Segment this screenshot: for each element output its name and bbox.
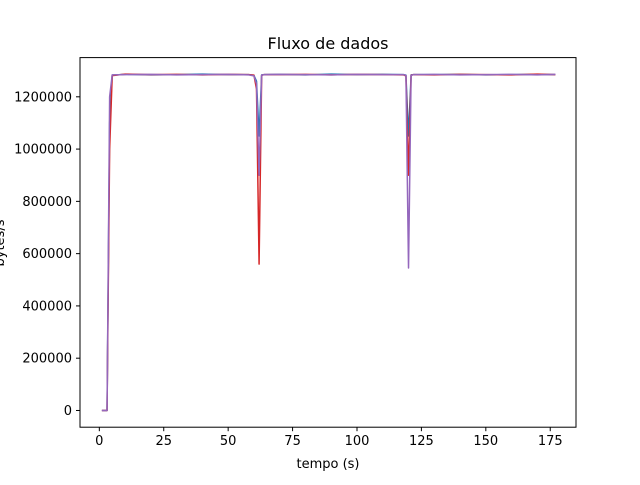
x-tick-label: 25: [155, 434, 172, 449]
y-tick-label: 1200000: [14, 90, 72, 105]
x-tick-label: 75: [284, 434, 301, 449]
chart-title: Fluxo de dados: [268, 34, 389, 53]
series-layer: [101, 73, 556, 412]
x-tick-label: 125: [409, 434, 434, 449]
y-tick-label: 0: [64, 404, 72, 419]
y-axis-label: bytes/s: [0, 219, 8, 266]
x-axis-label: tempo (s): [296, 457, 359, 472]
x-tick-label: 50: [220, 434, 237, 449]
x-tick-label: 0: [95, 434, 103, 449]
x-tick-label: 100: [345, 434, 370, 449]
plot-frame: [79, 57, 577, 428]
y-axis-ticks: 0 200000 400000 600000 800000 1000000 1200000: [14, 90, 80, 419]
y-tick-label: 200000: [22, 352, 72, 367]
series-line-fluxo-roxo: [101, 73, 556, 412]
y-tick-label: 800000: [22, 195, 72, 210]
y-tick-label: 400000: [22, 299, 72, 314]
x-tick-label: 175: [538, 434, 563, 449]
x-axis-ticks: 0 25 50 75 100 125 150 175: [95, 427, 563, 449]
y-tick-label: 600000: [22, 247, 72, 262]
x-tick-label: 150: [473, 434, 498, 449]
axes-layer: [79, 57, 577, 428]
y-tick-label: 1000000: [14, 143, 72, 158]
